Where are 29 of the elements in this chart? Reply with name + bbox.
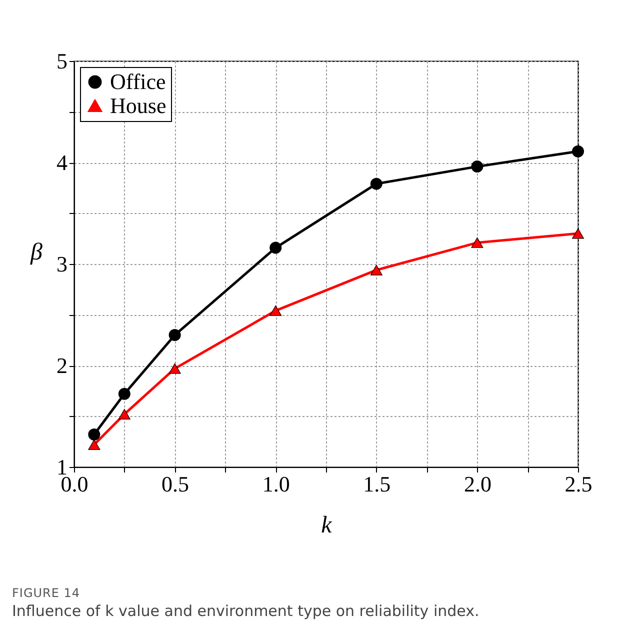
point <box>270 242 282 254</box>
y-axis-title: β <box>30 240 43 266</box>
x-tick-label: 0.5 <box>162 472 190 496</box>
x-tick-label: 2.0 <box>464 472 492 496</box>
x-axis-title: k <box>321 512 332 538</box>
legend-label: Office <box>110 69 166 94</box>
legend-label: House <box>110 93 166 118</box>
y-tick-label: 2 <box>56 353 68 378</box>
x-tick-label: 1.5 <box>363 472 391 496</box>
point <box>118 408 130 420</box>
point <box>471 237 484 248</box>
point <box>370 178 382 190</box>
point <box>168 363 181 374</box>
point <box>572 228 584 239</box>
point <box>370 264 382 276</box>
text: Influence of k value and environment type on reliability index. <box>12 602 480 620</box>
point <box>572 145 584 158</box>
point <box>168 329 181 342</box>
y-tick-label: 4 <box>56 150 68 175</box>
point <box>88 428 100 441</box>
x-tick-label: 2.5 <box>564 472 592 496</box>
x-tick-label: 1.0 <box>262 472 290 496</box>
y-tick-label: 5 <box>56 48 68 74</box>
point <box>270 305 282 316</box>
caption: FIGURE 14 <box>12 586 82 600</box>
point <box>471 160 484 173</box>
point <box>118 388 130 400</box>
point <box>88 439 100 450</box>
y-tick-label: 3 <box>56 252 68 276</box>
